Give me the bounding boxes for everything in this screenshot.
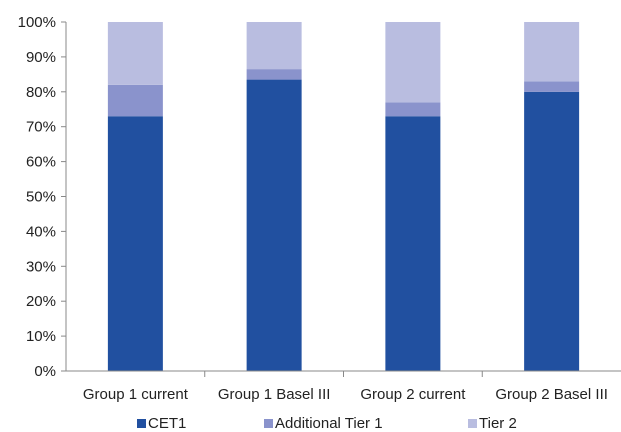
bar-segment bbox=[107, 22, 163, 85]
bar-stacks bbox=[107, 22, 580, 372]
bar-segment bbox=[246, 22, 302, 70]
legend-swatch bbox=[468, 419, 477, 428]
y-tick-label: 40% bbox=[26, 223, 56, 240]
bar-segment bbox=[524, 81, 580, 92]
y-tick-label: 10% bbox=[26, 328, 56, 345]
legend-label: CET1 bbox=[148, 415, 186, 432]
y-tick-label: 0% bbox=[34, 363, 56, 380]
bar-segment bbox=[246, 69, 302, 80]
y-axis-ticks: 0% 10% 20% 30% 40% 50% 60% 70% 80% 90% 100% bbox=[18, 14, 66, 380]
legend-label: Tier 2 bbox=[479, 415, 517, 432]
legend-swatch bbox=[264, 419, 273, 428]
axes bbox=[65, 22, 621, 377]
legend-label: Additional Tier 1 bbox=[275, 415, 383, 432]
bar-segment bbox=[246, 79, 302, 372]
y-tick-label: 80% bbox=[26, 84, 56, 101]
bar-segment bbox=[385, 116, 441, 371]
bar-segment bbox=[524, 22, 580, 82]
y-tick-label: 30% bbox=[26, 258, 56, 275]
y-tick-label: 20% bbox=[26, 293, 56, 310]
legend-item: Tier 2 bbox=[468, 415, 517, 432]
legend: CET1 Additional Tier 1 Tier 2 bbox=[137, 415, 517, 432]
y-tick-label: 100% bbox=[18, 14, 56, 31]
x-category-label: Group 1 Basel III bbox=[218, 386, 331, 403]
legend-item: Additional Tier 1 bbox=[264, 415, 383, 432]
y-tick-label: 50% bbox=[26, 189, 56, 206]
x-category-label: Group 2 current bbox=[360, 386, 466, 403]
x-category-label: Group 2 Basel III bbox=[495, 386, 608, 403]
x-category-label: Group 1 current bbox=[83, 386, 189, 403]
y-tick-label: 60% bbox=[26, 154, 56, 171]
legend-item: CET1 bbox=[137, 415, 186, 432]
bar-segment bbox=[385, 22, 441, 103]
x-axis-labels: Group 1 current Group 1 Basel III Group 2 … bbox=[83, 386, 608, 403]
legend-swatch bbox=[137, 419, 146, 428]
bar-segment bbox=[524, 91, 580, 372]
bar-segment bbox=[107, 116, 163, 371]
bar-segment bbox=[107, 84, 163, 117]
bar-segment bbox=[385, 102, 441, 117]
y-tick-label: 70% bbox=[26, 119, 56, 136]
y-tick-label: 90% bbox=[26, 49, 56, 66]
